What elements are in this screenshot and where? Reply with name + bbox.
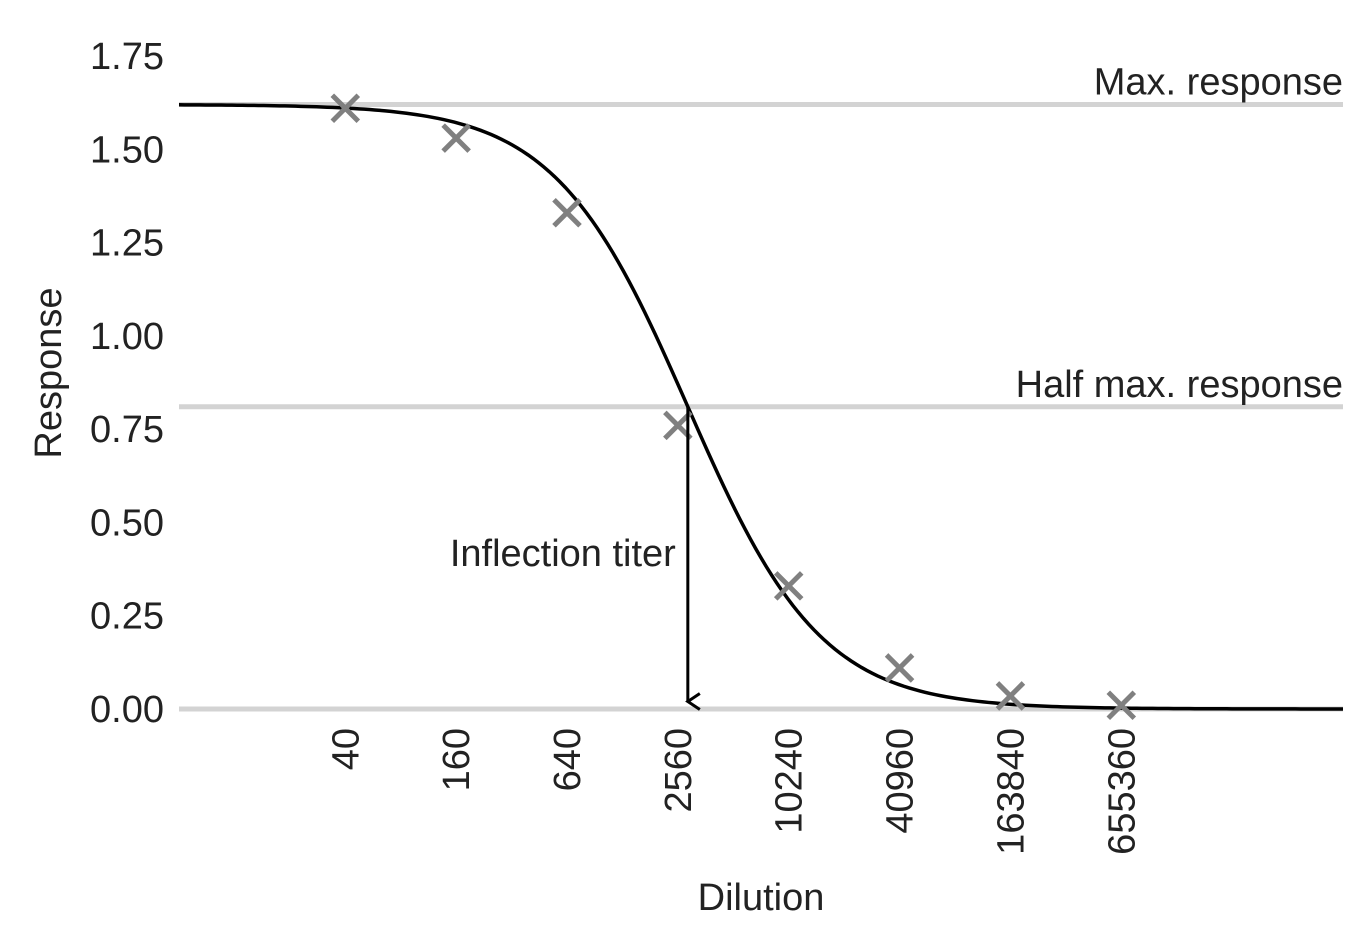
x-tick-label: 10240 <box>769 728 811 834</box>
fit-curve-layer <box>178 103 1344 711</box>
data-points <box>330 93 1137 721</box>
x-tick-label: 640 <box>547 728 589 791</box>
inflection-titer-label: Inflection titer <box>450 533 676 575</box>
reference-lines <box>179 102 1343 712</box>
x-tick-label: 40 <box>325 728 367 770</box>
x-tick-label: 160 <box>436 728 478 791</box>
y-axis-label: Response <box>28 287 70 458</box>
data-point <box>330 93 361 124</box>
y-axis-ticks: 0.00 0.25 0.50 0.75 1.00 1.25 1.50 1.75 <box>90 36 164 731</box>
y-tick-label: 0.25 <box>90 596 164 638</box>
x-tick-label: 40960 <box>880 728 922 834</box>
data-point <box>441 123 471 153</box>
y-tick-label: 0.50 <box>90 502 164 544</box>
data-point <box>552 197 582 228</box>
reference-line-label: Half max. response <box>1016 364 1343 406</box>
y-tick-label: 0.75 <box>90 409 164 451</box>
fit-curve <box>178 103 1344 711</box>
x-axis-ticks: 40 160 640 2560 10240 40960 163840 655360 <box>325 728 1143 855</box>
x-tick-label: 655360 <box>1101 728 1143 855</box>
y-tick-label: 0.00 <box>90 689 164 731</box>
y-tick-label: 1.00 <box>90 316 164 358</box>
data-point <box>884 653 915 683</box>
data-point <box>1106 690 1137 721</box>
x-tick-label: 2560 <box>658 728 700 813</box>
reference-line-label: Max. response <box>1094 62 1343 104</box>
y-tick-label: 1.50 <box>90 129 164 171</box>
data-point <box>995 681 1026 711</box>
y-tick-label: 1.75 <box>90 36 164 78</box>
inflection-annotation: Inflection titer <box>450 406 701 711</box>
reference-labels: Max. response Half max. response <box>1016 62 1343 406</box>
x-axis-label: Dilution <box>698 877 825 919</box>
y-tick-label: 1.25 <box>90 223 164 265</box>
data-point <box>773 571 804 601</box>
x-tick-label: 163840 <box>990 728 1032 855</box>
